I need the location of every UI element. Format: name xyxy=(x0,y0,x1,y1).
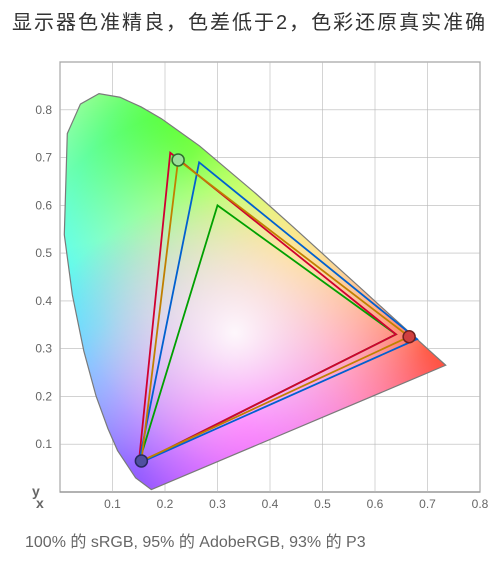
x-tick-label: 0.2 xyxy=(157,497,174,511)
x-tick-label: 0.1 xyxy=(104,497,121,511)
x-tick-label: 0.8 xyxy=(472,497,489,511)
y-tick-label: 0.3 xyxy=(35,342,52,356)
x-tick-label: 0.6 xyxy=(367,497,384,511)
y-tick-label: 0.7 xyxy=(35,151,52,165)
chromaticity-chart: 0.1 0.2 0.3 0.4 0.5 0.6 0.7 0.8 0.1 0.2 0.3 0.4 0.5 0… xyxy=(0,42,500,522)
x-tick-label: 0.7 xyxy=(419,497,436,511)
y-tick-label: 0.2 xyxy=(35,389,52,403)
gamut-vertex-marker xyxy=(135,455,147,467)
y-tick-label: 0.8 xyxy=(35,103,52,117)
caption-text: 100% 的 sRGB, 95% 的 AdobeRGB, 93% 的 P3 xyxy=(0,522,500,558)
gamut-vertex-marker xyxy=(172,154,184,166)
header-text: 显示器色准精良，色差低于2，色彩还原真实准确 xyxy=(0,0,500,42)
x-tick-label: 0.5 xyxy=(314,497,331,511)
gamut-vertex-marker xyxy=(403,331,415,343)
y-tick-label: 0.1 xyxy=(35,437,52,451)
y-tick-label: 0.4 xyxy=(35,294,52,308)
x-tick-label: 0.4 xyxy=(262,497,279,511)
x-tick-label: 0.3 xyxy=(209,497,226,511)
y-tick-label: 0.5 xyxy=(35,246,52,260)
chart-svg: 0.1 0.2 0.3 0.4 0.5 0.6 0.7 0.8 0.1 0.2 0.3 0.4 0.5 0… xyxy=(0,42,500,522)
x-axis-label: x xyxy=(36,495,44,511)
y-tick-label: 0.6 xyxy=(35,198,52,212)
